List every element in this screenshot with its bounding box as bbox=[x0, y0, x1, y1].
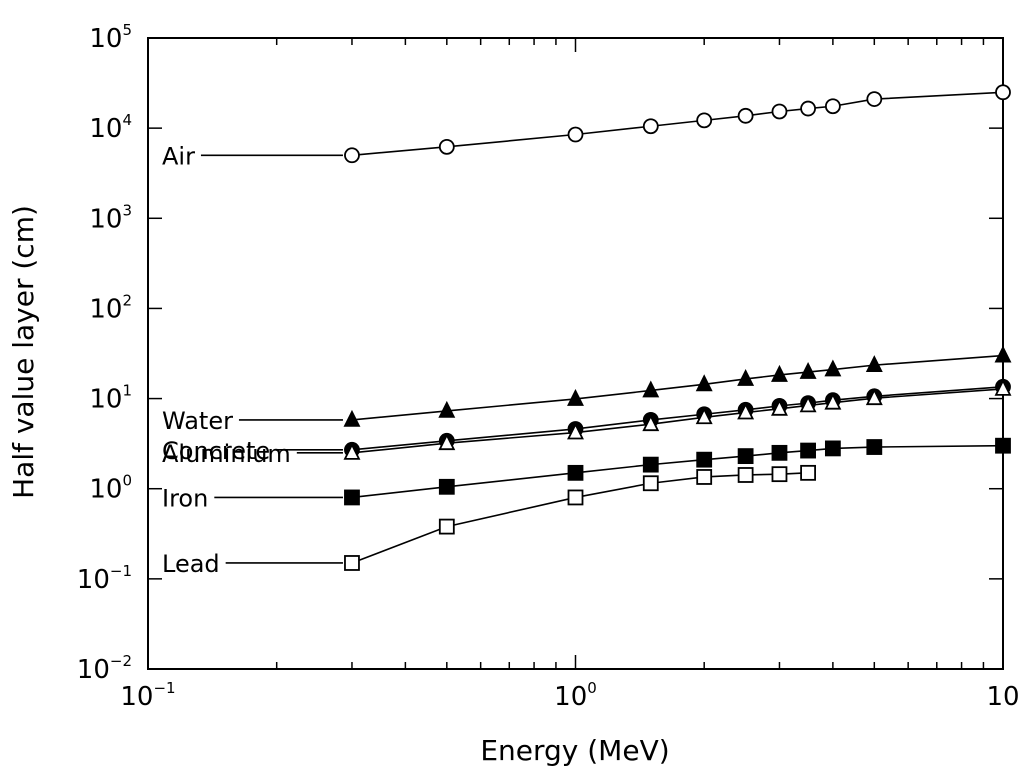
y-tick-label: 10−2 bbox=[77, 652, 132, 685]
x-tick-label: 100 bbox=[554, 679, 597, 712]
square-filled-marker bbox=[996, 439, 1010, 453]
lead-series-line bbox=[352, 473, 808, 563]
y-tick-label: 10−1 bbox=[77, 562, 132, 595]
square-filled-marker bbox=[644, 458, 658, 472]
y-tick-label: 100 bbox=[89, 472, 132, 505]
water-series-label: Water bbox=[162, 407, 233, 435]
circle-open-marker bbox=[440, 140, 454, 154]
square-open-marker bbox=[345, 556, 359, 570]
y-tick-label: 103 bbox=[89, 201, 132, 234]
square-filled-marker bbox=[739, 449, 753, 463]
square-open-marker bbox=[739, 468, 753, 482]
square-open-marker bbox=[644, 476, 658, 490]
series-group bbox=[345, 85, 1010, 570]
x-axis-title: Energy (MeV) bbox=[480, 734, 669, 767]
circle-open-marker bbox=[772, 104, 786, 118]
square-open-marker bbox=[697, 470, 711, 484]
y-tick-label: 105 bbox=[89, 21, 132, 54]
square-filled-marker bbox=[867, 440, 881, 454]
square-open-marker bbox=[440, 520, 454, 534]
iron-series-label: Iron bbox=[162, 484, 208, 512]
square-filled-marker bbox=[345, 490, 359, 504]
square-open-marker bbox=[801, 466, 815, 480]
y-tick-label: 101 bbox=[89, 382, 132, 415]
circle-open-marker bbox=[996, 85, 1010, 99]
square-filled-marker bbox=[697, 453, 711, 467]
x-tick-label: 10 bbox=[986, 682, 1019, 712]
lead-series-label: Lead bbox=[162, 550, 220, 578]
x-tick-label: 10−1 bbox=[120, 679, 175, 712]
square-filled-marker bbox=[569, 466, 583, 480]
square-filled-marker bbox=[440, 480, 454, 494]
series-labels: AirWaterConcreteAluminiumIronLead bbox=[162, 142, 343, 578]
circle-open-marker bbox=[826, 99, 840, 113]
circle-open-marker bbox=[801, 102, 815, 116]
square-open-marker bbox=[569, 490, 583, 504]
circle-open-marker bbox=[739, 109, 753, 123]
air-series-label: Air bbox=[162, 142, 195, 170]
y-tick-label: 102 bbox=[89, 291, 132, 324]
circle-open-marker bbox=[697, 113, 711, 127]
square-filled-marker bbox=[801, 444, 815, 458]
square-filled-marker bbox=[826, 441, 840, 455]
square-open-marker bbox=[772, 467, 786, 481]
circle-open-marker bbox=[345, 148, 359, 162]
triangle-filled-marker bbox=[996, 348, 1010, 362]
circle-open-marker bbox=[867, 92, 881, 106]
aluminium-series-label: Aluminium bbox=[162, 440, 291, 468]
y-tick-label: 104 bbox=[89, 111, 132, 144]
circle-open-marker bbox=[644, 119, 658, 133]
square-filled-marker bbox=[772, 446, 786, 460]
circle-open-marker bbox=[569, 128, 583, 142]
y-axis-title: Half value layer (cm) bbox=[7, 205, 40, 499]
